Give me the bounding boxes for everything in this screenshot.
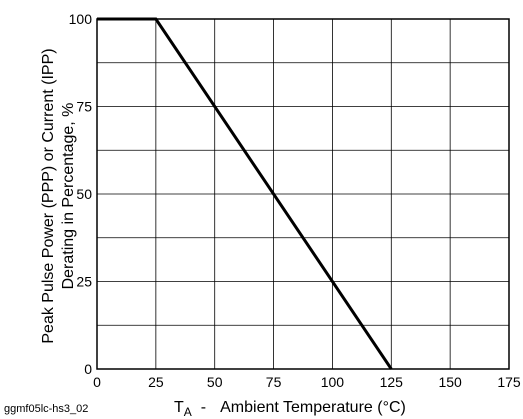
series-group	[97, 17, 393, 370]
y-tick-label: 50	[76, 186, 92, 202]
y-tick-label: 75	[76, 99, 92, 115]
figure-code: ggmf05lc-hs3_02	[4, 403, 88, 415]
x-axis-label-separator: -	[201, 399, 206, 416]
x-axis-label: TA - Ambient Temperature (°C)	[174, 399, 406, 419]
y-tick-label: 100	[69, 11, 93, 27]
plot-frame	[96, 18, 510, 370]
x-axis-label-subscript: A	[184, 405, 192, 419]
x-tick-label: 75	[266, 374, 282, 390]
x-tick-label: 100	[321, 374, 345, 390]
x-tick-label: 50	[207, 374, 223, 390]
x-tick-label: 150	[438, 374, 462, 390]
x-tick-label: 0	[93, 374, 101, 390]
x-tick-label: 125	[380, 374, 404, 390]
x-axis-label-symbol: T	[174, 399, 184, 416]
y-tick-label: 0	[84, 361, 92, 377]
y-tick-labels: 0 25 50 75 100	[69, 11, 93, 377]
x-tick-label: 175	[497, 374, 521, 390]
x-axis-label-text: Ambient Temperature (°C)	[220, 399, 406, 416]
x-tick-labels: 0 25 50 75 100 125 150 175	[93, 374, 521, 390]
y-axis-label-line1: Peak Pulse Power (PPP) or Current (IPP)	[40, 48, 57, 343]
y-axis-label-line2: Derating in Percentage, %	[60, 103, 77, 290]
derating-curve	[97, 17, 393, 370]
grid	[96, 18, 510, 370]
y-tick-label: 25	[76, 274, 92, 290]
x-tick-label: 25	[148, 374, 164, 390]
